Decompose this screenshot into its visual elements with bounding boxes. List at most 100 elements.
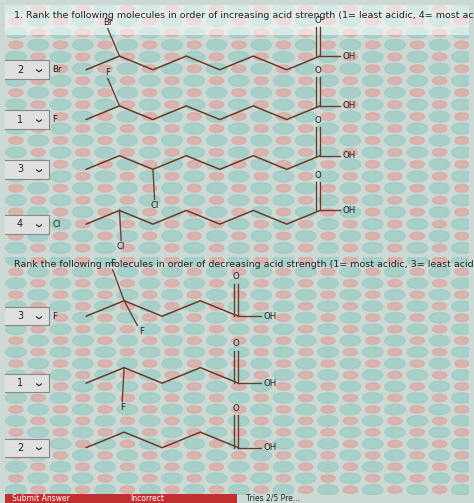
Circle shape (388, 220, 402, 228)
FancyBboxPatch shape (2, 160, 49, 179)
Circle shape (452, 28, 472, 38)
Circle shape (228, 255, 249, 266)
Circle shape (340, 427, 361, 438)
Circle shape (410, 160, 424, 168)
Circle shape (54, 291, 68, 298)
Circle shape (429, 230, 450, 241)
Circle shape (388, 196, 402, 204)
Circle shape (432, 125, 447, 132)
Circle shape (321, 291, 335, 298)
Text: F: F (52, 312, 57, 321)
Circle shape (388, 371, 402, 379)
Circle shape (343, 5, 357, 13)
Circle shape (54, 406, 68, 413)
Circle shape (162, 336, 182, 346)
Circle shape (410, 268, 424, 276)
Circle shape (295, 230, 316, 241)
Text: O: O (233, 339, 239, 348)
Circle shape (165, 173, 179, 180)
Circle shape (54, 137, 68, 144)
Circle shape (50, 51, 71, 62)
Circle shape (228, 393, 249, 403)
Circle shape (407, 370, 428, 380)
Circle shape (120, 220, 135, 228)
Circle shape (385, 111, 405, 122)
Circle shape (410, 452, 424, 459)
Circle shape (9, 113, 23, 120)
Text: O: O (233, 404, 239, 412)
Circle shape (363, 4, 383, 15)
Circle shape (206, 358, 227, 369)
Circle shape (340, 243, 361, 254)
Circle shape (254, 5, 268, 13)
Circle shape (73, 39, 93, 50)
Circle shape (98, 208, 112, 216)
Circle shape (76, 53, 90, 61)
Circle shape (143, 360, 157, 367)
Circle shape (143, 268, 157, 276)
Circle shape (143, 383, 157, 390)
Circle shape (388, 303, 402, 310)
Circle shape (299, 5, 313, 13)
Circle shape (295, 243, 316, 254)
Circle shape (206, 230, 227, 241)
Circle shape (276, 475, 291, 482)
Circle shape (455, 65, 469, 72)
Circle shape (6, 147, 26, 158)
Circle shape (363, 484, 383, 495)
Circle shape (343, 77, 357, 85)
Circle shape (343, 303, 357, 310)
Circle shape (276, 314, 291, 321)
Circle shape (98, 475, 112, 482)
Circle shape (6, 278, 26, 289)
Circle shape (210, 463, 224, 470)
Circle shape (388, 257, 402, 264)
Circle shape (165, 5, 179, 13)
Circle shape (432, 77, 447, 85)
Circle shape (452, 219, 472, 230)
Circle shape (76, 220, 90, 228)
Circle shape (276, 0, 291, 1)
Circle shape (318, 147, 338, 158)
Circle shape (184, 484, 204, 495)
Circle shape (388, 173, 402, 180)
Circle shape (210, 220, 224, 228)
Circle shape (455, 232, 469, 240)
Circle shape (162, 358, 182, 369)
Circle shape (6, 219, 26, 230)
Circle shape (385, 473, 405, 483)
Circle shape (162, 63, 182, 74)
Circle shape (31, 173, 46, 180)
Circle shape (452, 255, 472, 266)
Circle shape (117, 207, 137, 218)
Circle shape (340, 63, 361, 74)
Circle shape (318, 28, 338, 38)
Circle shape (206, 159, 227, 170)
Text: 1: 1 (17, 378, 23, 388)
Circle shape (210, 303, 224, 310)
Text: 2: 2 (17, 443, 23, 453)
Circle shape (429, 0, 450, 3)
Circle shape (295, 111, 316, 122)
Text: ❯: ❯ (34, 314, 40, 319)
Circle shape (340, 473, 361, 483)
Circle shape (184, 462, 204, 472)
Circle shape (98, 360, 112, 367)
Circle shape (117, 427, 137, 438)
Circle shape (273, 147, 294, 158)
Circle shape (299, 440, 313, 448)
Circle shape (143, 314, 157, 321)
Circle shape (143, 232, 157, 240)
Circle shape (50, 393, 71, 403)
Circle shape (28, 111, 48, 122)
Circle shape (9, 160, 23, 168)
Circle shape (120, 325, 135, 333)
Circle shape (455, 185, 469, 192)
Circle shape (251, 312, 272, 323)
Circle shape (365, 337, 380, 344)
Circle shape (206, 404, 227, 414)
Circle shape (273, 171, 294, 182)
Circle shape (432, 29, 447, 37)
Circle shape (299, 394, 313, 401)
Circle shape (407, 195, 428, 206)
